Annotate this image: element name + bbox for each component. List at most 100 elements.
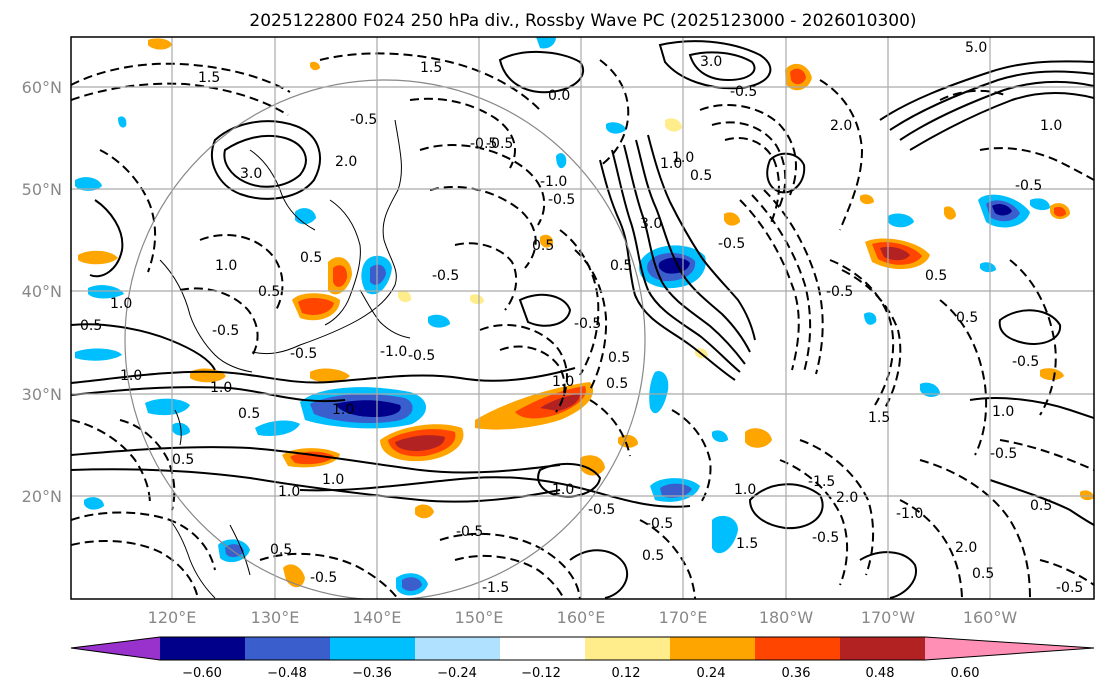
contour-label: -0.5 — [310, 570, 337, 586]
contour-label: 2.0 — [335, 154, 357, 170]
colorbar-tick-label: 0.48 — [866, 666, 895, 681]
contour-label: -0.5 — [1015, 178, 1042, 194]
contour-label: 1.0 — [120, 368, 142, 384]
contour-label: 0.5 — [606, 376, 628, 392]
lat-tick-label: 30°N — [22, 385, 62, 404]
colorbar-tick-label: −0.60 — [182, 666, 222, 681]
colorbar-swatch — [585, 637, 670, 660]
contour-label: -1.0 — [540, 174, 567, 190]
contour-label: -0.5 — [350, 112, 377, 128]
contour-label: -0.5 — [548, 192, 575, 208]
colorbar-swatch — [840, 637, 925, 660]
map-frame — [70, 36, 1095, 600]
contour-label: -0.5 — [432, 268, 459, 284]
contour-label: 1.5 — [198, 70, 220, 86]
map-background — [71, 37, 1094, 599]
contour-label: 0.5 — [925, 268, 947, 284]
colorbar-swatch — [71, 637, 160, 660]
contour-label: -0.5 — [730, 84, 757, 100]
contour-label: 2.0 — [836, 490, 858, 506]
colorbar-tick-label: −0.24 — [437, 666, 477, 681]
contour-label: 2.0 — [830, 118, 852, 134]
contour-labels: 1.5 1.5 0.0 3.0 -0.5 5.0 -0.5 -0.5 3.0 2… — [80, 40, 1083, 596]
contour-label: 0.5 — [80, 318, 102, 334]
colorbar-swatch — [415, 637, 500, 660]
contour-label: 0.5 — [300, 250, 322, 266]
colorbar-swatch — [500, 637, 585, 660]
colorbar-swatch — [330, 637, 415, 660]
contour-label: -0.5 — [290, 346, 317, 362]
contour-label: -1.5 — [808, 474, 835, 490]
colorbar-swatch — [925, 637, 1094, 660]
contour-label: 5.0 — [965, 40, 987, 56]
contour-label: 0.5 — [642, 548, 664, 564]
map-panel: 1.5 1.5 0.0 3.0 -0.5 5.0 -0.5 -0.5 3.0 2… — [70, 36, 1095, 600]
lon-tick-label: 150°E — [455, 608, 504, 627]
contour-label: 1.5 — [420, 60, 442, 76]
contour-label: -0.5 — [646, 516, 673, 532]
contour-label: 0.5 — [258, 284, 280, 300]
figure-title: 2025122800 F024 250 hPa div., Rossby Wav… — [249, 11, 916, 31]
contour-label: 1.0 — [734, 482, 756, 498]
colorbar-tick-label: 0.24 — [697, 666, 726, 681]
contour-label: 0.5 — [610, 258, 632, 274]
colorbar: −0.60 −0.48 −0.36 −0.24 −0.12 0.12 0.24 … — [70, 636, 1095, 681]
lat-tick-label: 20°N — [22, 487, 62, 506]
contour-label: -1.5 — [482, 580, 509, 596]
contour-label: 0.5 — [270, 542, 292, 558]
lat-tick-label: 40°N — [22, 282, 62, 301]
contour-label: -0.5 — [588, 502, 615, 518]
lon-tick-label: 120°E — [148, 608, 197, 627]
colorbar-swatch — [160, 637, 245, 660]
lon-tick-label: 180°W — [759, 608, 814, 627]
colorbar-tick-label: −0.36 — [352, 666, 392, 681]
contour-label: -0.5 — [1012, 354, 1039, 370]
contour-label: -0.5 — [212, 323, 239, 339]
contour-label: -0.5 — [408, 348, 435, 364]
latitude-labels: 60°N 50°N 40°N 30°N 20°N — [22, 78, 62, 506]
contour-label: 0.5 — [1030, 498, 1052, 514]
colorbar-labels: −0.60 −0.48 −0.36 −0.24 −0.12 0.12 0.24 … — [182, 666, 979, 681]
contour-label: 0.5 — [608, 350, 630, 366]
contour-label: 1.0 — [672, 150, 694, 166]
colorbar-tick-label: 0.36 — [782, 666, 811, 681]
contour-label: 3.0 — [240, 166, 262, 182]
contour-label: 1.0 — [1040, 118, 1062, 134]
coastline — [159, 119, 411, 599]
gridlines — [71, 37, 1094, 599]
contour-label: 1.5 — [868, 410, 890, 426]
colorbar-tick-label: −0.12 — [521, 666, 561, 681]
contour-label: 1.0 — [992, 404, 1014, 420]
projection-circle — [124, 79, 646, 599]
lon-tick-label: 140°E — [353, 608, 402, 627]
contour-label: 1.5 — [736, 536, 758, 552]
contour-label: 1.0 — [322, 472, 344, 488]
colorbar-swatch — [245, 637, 330, 660]
contour-label: 1.0 — [332, 402, 354, 418]
colorbar-tick-label: −0.48 — [267, 666, 307, 681]
contour-label: 1.0 — [110, 296, 132, 312]
colorbar-tick-label: 0.60 — [951, 666, 980, 681]
colorbar-outline — [70, 636, 1095, 661]
contour-label: 1.0 — [278, 484, 300, 500]
contour-label: -0.5 — [826, 284, 853, 300]
colorbar-swatch — [755, 637, 840, 660]
colorbar-swatch — [670, 637, 755, 660]
lon-tick-label: 160°E — [557, 608, 606, 627]
contour-label: 1.0 — [215, 258, 237, 274]
contour-label: -1.0 — [380, 344, 407, 360]
contour-label: 0.5 — [532, 238, 554, 254]
contour-label: 1.0 — [552, 374, 574, 390]
lon-tick-label: 160°W — [963, 608, 1018, 627]
contour-label: 1.0 — [660, 156, 682, 172]
contour-label: 0.0 — [548, 88, 570, 104]
contour-label: -0.5 — [990, 446, 1017, 462]
contour-label: 1.0 — [552, 482, 574, 498]
contour-label: 0.5 — [956, 310, 978, 326]
contour-label: -0.5 — [718, 236, 745, 252]
contour-label: 3.0 — [700, 54, 722, 70]
contour-label: -0.5 — [456, 524, 483, 540]
lat-tick-label: 50°N — [22, 180, 62, 199]
contour-label: 0.5 — [690, 168, 712, 184]
